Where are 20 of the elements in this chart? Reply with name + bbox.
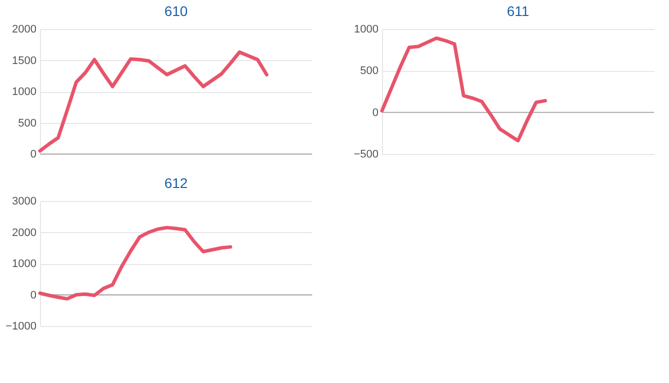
y-tick-label: 2000 (12, 24, 36, 36)
y-tick-label: 2000 (12, 226, 36, 239)
y-tick-label: 500 (18, 117, 36, 130)
chart-title: 610 (164, 3, 188, 19)
y-tick-label: 1500 (12, 54, 36, 67)
y-tick-label: −1000 (6, 320, 36, 332)
y-tick-label: −500 (354, 148, 378, 160)
line-series (38, 50, 268, 153)
y-tick-label: 1000 (12, 258, 36, 270)
chart-title: 611 (506, 3, 530, 19)
y-tick-label: 1000 (12, 86, 36, 98)
y-tick-label: 3000 (12, 196, 36, 208)
y-tick-label: 0 (372, 106, 378, 119)
chart-title: 612 (164, 175, 188, 191)
y-tick-label: 500 (360, 65, 378, 78)
y-tick-label: 0 (30, 289, 36, 302)
line-series (380, 36, 547, 142)
y-tick-label: 0 (30, 148, 36, 160)
line-series (38, 226, 232, 301)
y-tick-label: 1000 (354, 24, 378, 36)
